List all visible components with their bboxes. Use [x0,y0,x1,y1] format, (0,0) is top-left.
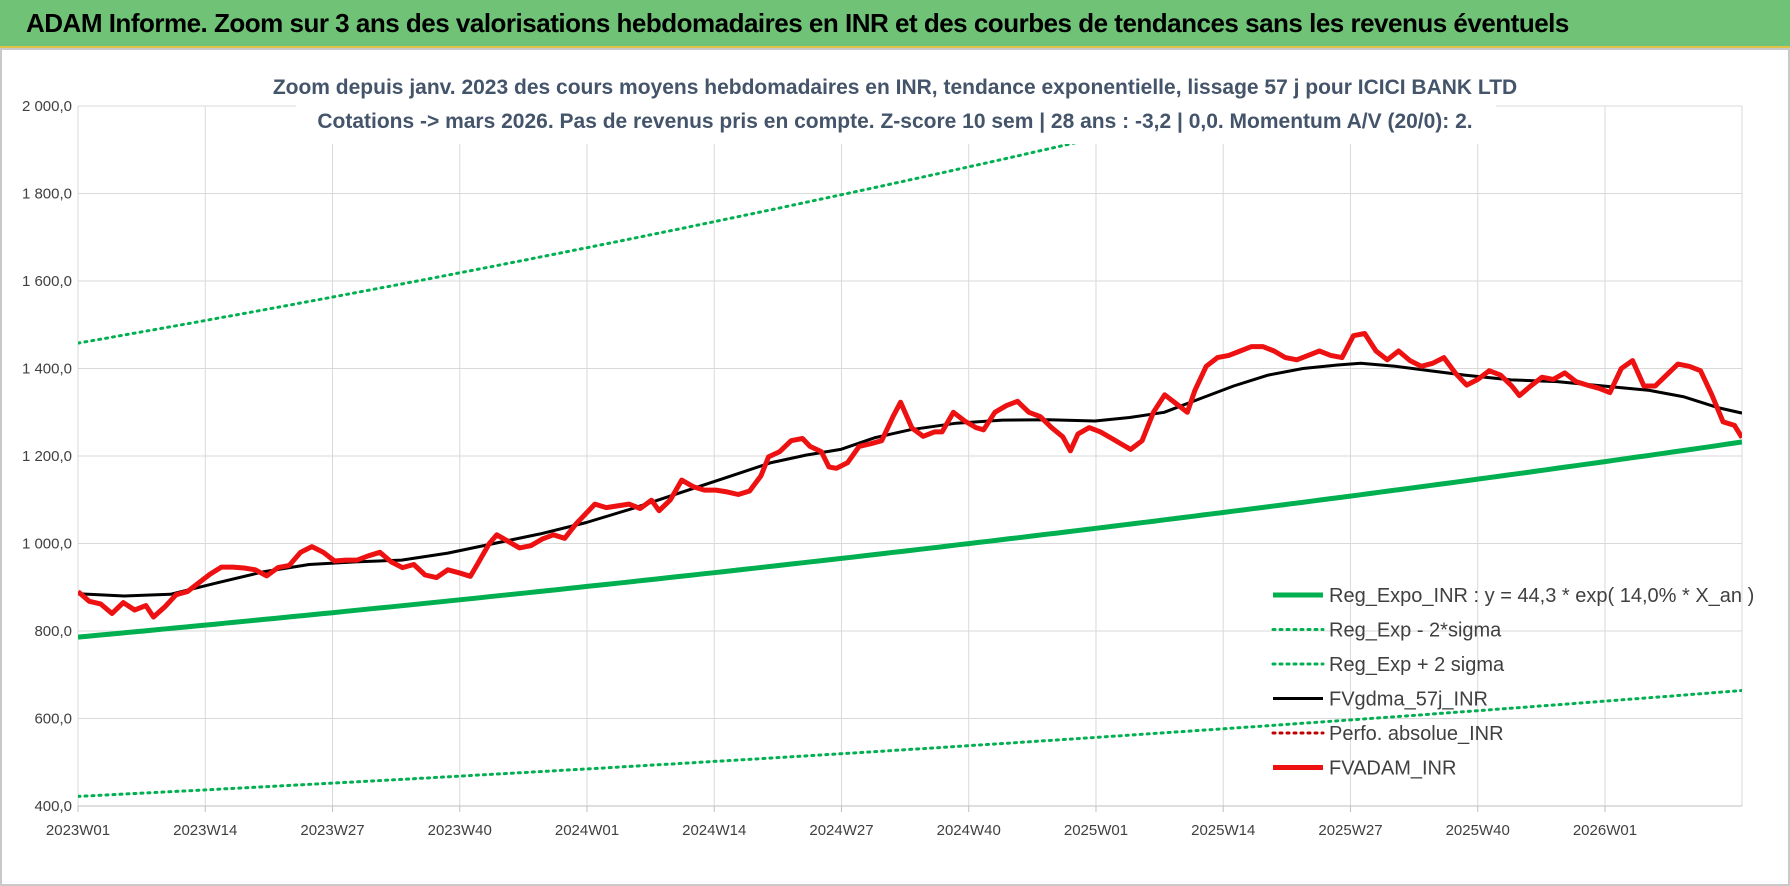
legend-item: Reg_Exp - 2*sigma [1271,620,1502,642]
legend-item: FVADAM_INR [1273,758,1456,780]
y-tick-label: 600,0 [34,711,72,728]
y-tick-label: 1 800,0 [22,186,72,203]
x-tick-label: 2023W01 [46,822,110,839]
series-regexp-minus-2sigma-line [78,689,1742,798]
x-tick-label: 2024W40 [937,822,1001,839]
legend: Reg_Expo_INR : y = 44,3 * exp( 14,0% * X… [1271,585,1754,780]
x-tick-label: 2024W01 [555,822,619,839]
y-tick-label: 1 000,0 [22,536,72,553]
series-fvadam-line [78,331,1742,620]
series-regexpo-line [78,439,1742,640]
y-tick-label: 1 600,0 [22,273,72,290]
chart-title: Zoom depuis janv. 2023 des cours moyens … [273,76,1517,99]
page-title: ADAM Informe. Zoom sur 3 ans des valoris… [26,8,1569,38]
legend-item: FVgdma_57j_INR [1273,689,1488,711]
subtitle-background [296,68,1496,144]
legend-label: Reg_Expo_INR : y = 44,3 * exp( 14,0% * X… [1329,585,1754,607]
plot-series [78,106,1742,798]
legend-label: Reg_Exp + 2 sigma [1329,654,1505,676]
y-tick-label: 2 000,0 [22,98,72,115]
x-tick-label: 2024W27 [809,822,873,839]
x-tick-label: 2025W40 [1446,822,1510,839]
y-tick-label: 1 200,0 [22,448,72,465]
legend-label: FVADAM_INR [1329,758,1456,780]
title-banner: ADAM Informe. Zoom sur 3 ans des valoris… [0,0,1790,48]
x-tick-label: 2025W14 [1191,822,1255,839]
x-tick-label: 2026W01 [1573,822,1637,839]
legend-item: Perfo. absolue_INR [1271,723,1504,745]
x-tick-label: 2024W14 [682,822,746,839]
x-tick-label: 2025W27 [1318,822,1382,839]
y-axis-ticks: 400,0 600,0 800,0 1 000,0 1 200,0 1 400,0 1 60… [22,98,72,815]
x-tick-label: 2025W01 [1064,822,1128,839]
chart-frame [0,48,1790,886]
series-fvgdma-57j-line [78,361,1742,598]
legend-label: Perfo. absolue_INR [1329,723,1504,745]
x-tick-label: 2023W14 [173,822,237,839]
legend-label: Reg_Exp - 2*sigma [1329,620,1502,642]
x-axis-ticks: 2023W01 2023W14 2023W27 2023W40 2024W01 2024W… [46,805,1742,839]
legend-label: FVgdma_57j_INR [1329,689,1488,711]
y-tick-label: 400,0 [34,798,72,815]
series-regexp-plus-2sigma-line [78,106,1239,345]
x-tick-label: 2023W40 [428,822,492,839]
x-tick-label: 2023W27 [300,822,364,839]
y-tick-label: 1 400,0 [22,361,72,378]
grid-lines [77,105,1743,807]
legend-item: Reg_Exp + 2 sigma [1271,654,1505,676]
y-tick-label: 800,0 [34,623,72,640]
chart-subtitle: Cotations -> mars 2026. Pas de revenus p… [317,110,1472,133]
legend-item: Reg_Expo_INR : y = 44,3 * exp( 14,0% * X… [1273,585,1754,607]
